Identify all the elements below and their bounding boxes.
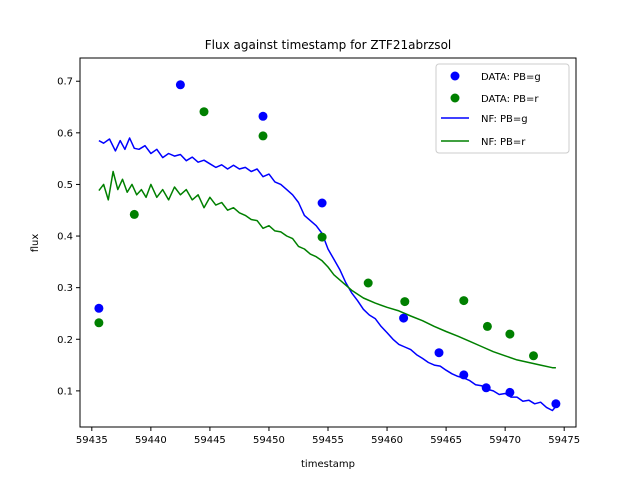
x-tick-label: 59465 bbox=[430, 435, 462, 446]
y-tick-label: 0.3 bbox=[57, 283, 73, 294]
data-point-data-pb-r bbox=[363, 278, 373, 288]
data-point-data-pb-g bbox=[551, 399, 561, 409]
data-point-data-pb-r bbox=[317, 232, 327, 242]
y-axis-label: flux bbox=[30, 234, 41, 253]
data-point-data-pb-r bbox=[482, 321, 492, 331]
data-point-data-pb-g bbox=[399, 313, 409, 323]
legend: DATA: PB=g DATA: PB=r NF: PB=g NF: PB=r bbox=[435, 63, 570, 154]
legend-marker-data-g bbox=[450, 71, 460, 81]
chart-title: Flux against timestamp for ZTF21abrzsol bbox=[205, 38, 452, 52]
data-point-data-pb-r bbox=[400, 297, 410, 307]
data-point-data-pb-g bbox=[258, 111, 268, 121]
legend-label-data-r: DATA: PB=r bbox=[481, 94, 539, 105]
legend-frame bbox=[435, 63, 570, 154]
series-line-nf-pb-g bbox=[98, 137, 557, 412]
y-tick-label: 0.7 bbox=[57, 77, 73, 88]
y-tick-label: 0.4 bbox=[57, 232, 73, 243]
data-point-data-pb-g bbox=[434, 348, 444, 358]
data-point-data-pb-g bbox=[481, 383, 491, 393]
y-tick-label: 0.5 bbox=[57, 180, 73, 191]
data-point-data-pb-r bbox=[529, 351, 538, 361]
series-line-nf-pb-r bbox=[98, 170, 556, 369]
x-tick-label: 59440 bbox=[135, 435, 167, 446]
x-tick-label: 59470 bbox=[489, 435, 521, 446]
legend-label-nf-r: NF: PB=r bbox=[481, 137, 526, 148]
x-axis-label: timestamp bbox=[301, 459, 355, 470]
y-tick-label: 0.1 bbox=[57, 386, 73, 397]
y-tick-label: 0.6 bbox=[57, 128, 73, 139]
x-tick-label: 59445 bbox=[194, 435, 226, 446]
data-point-data-pb-g bbox=[505, 387, 515, 397]
data-point-data-pb-r bbox=[199, 107, 209, 117]
legend-marker-data-r bbox=[450, 93, 460, 103]
x-tick-label: 59455 bbox=[312, 435, 344, 446]
data-point-data-pb-r bbox=[459, 296, 469, 306]
legend-label-data-g: DATA: PB=g bbox=[481, 72, 541, 83]
x-axis: 59435 59440 59445 59450 59455 59460 59465 59470… bbox=[76, 427, 580, 446]
y-axis: 0.1 0.2 0.3 0.4 0.5 0.6 0.7 bbox=[57, 77, 80, 397]
legend-label-nf-g: NF: PB=g bbox=[481, 114, 528, 125]
x-tick-label: 59450 bbox=[253, 435, 285, 446]
x-tick-label: 59435 bbox=[76, 435, 108, 446]
x-tick-label: 59475 bbox=[548, 435, 580, 446]
y-tick-label: 0.2 bbox=[57, 335, 73, 346]
data-point-data-pb-g bbox=[459, 370, 469, 380]
data-point-data-pb-g bbox=[94, 303, 104, 313]
data-point-data-pb-r bbox=[505, 329, 515, 339]
data-point-data-pb-r bbox=[94, 318, 104, 328]
data-point-data-pb-r bbox=[258, 131, 268, 141]
x-tick-label: 59460 bbox=[371, 435, 403, 446]
data-point-data-pb-g bbox=[317, 198, 327, 208]
plot-area bbox=[94, 80, 561, 412]
data-point-data-pb-g bbox=[175, 80, 185, 90]
data-point-data-pb-r bbox=[129, 209, 139, 219]
